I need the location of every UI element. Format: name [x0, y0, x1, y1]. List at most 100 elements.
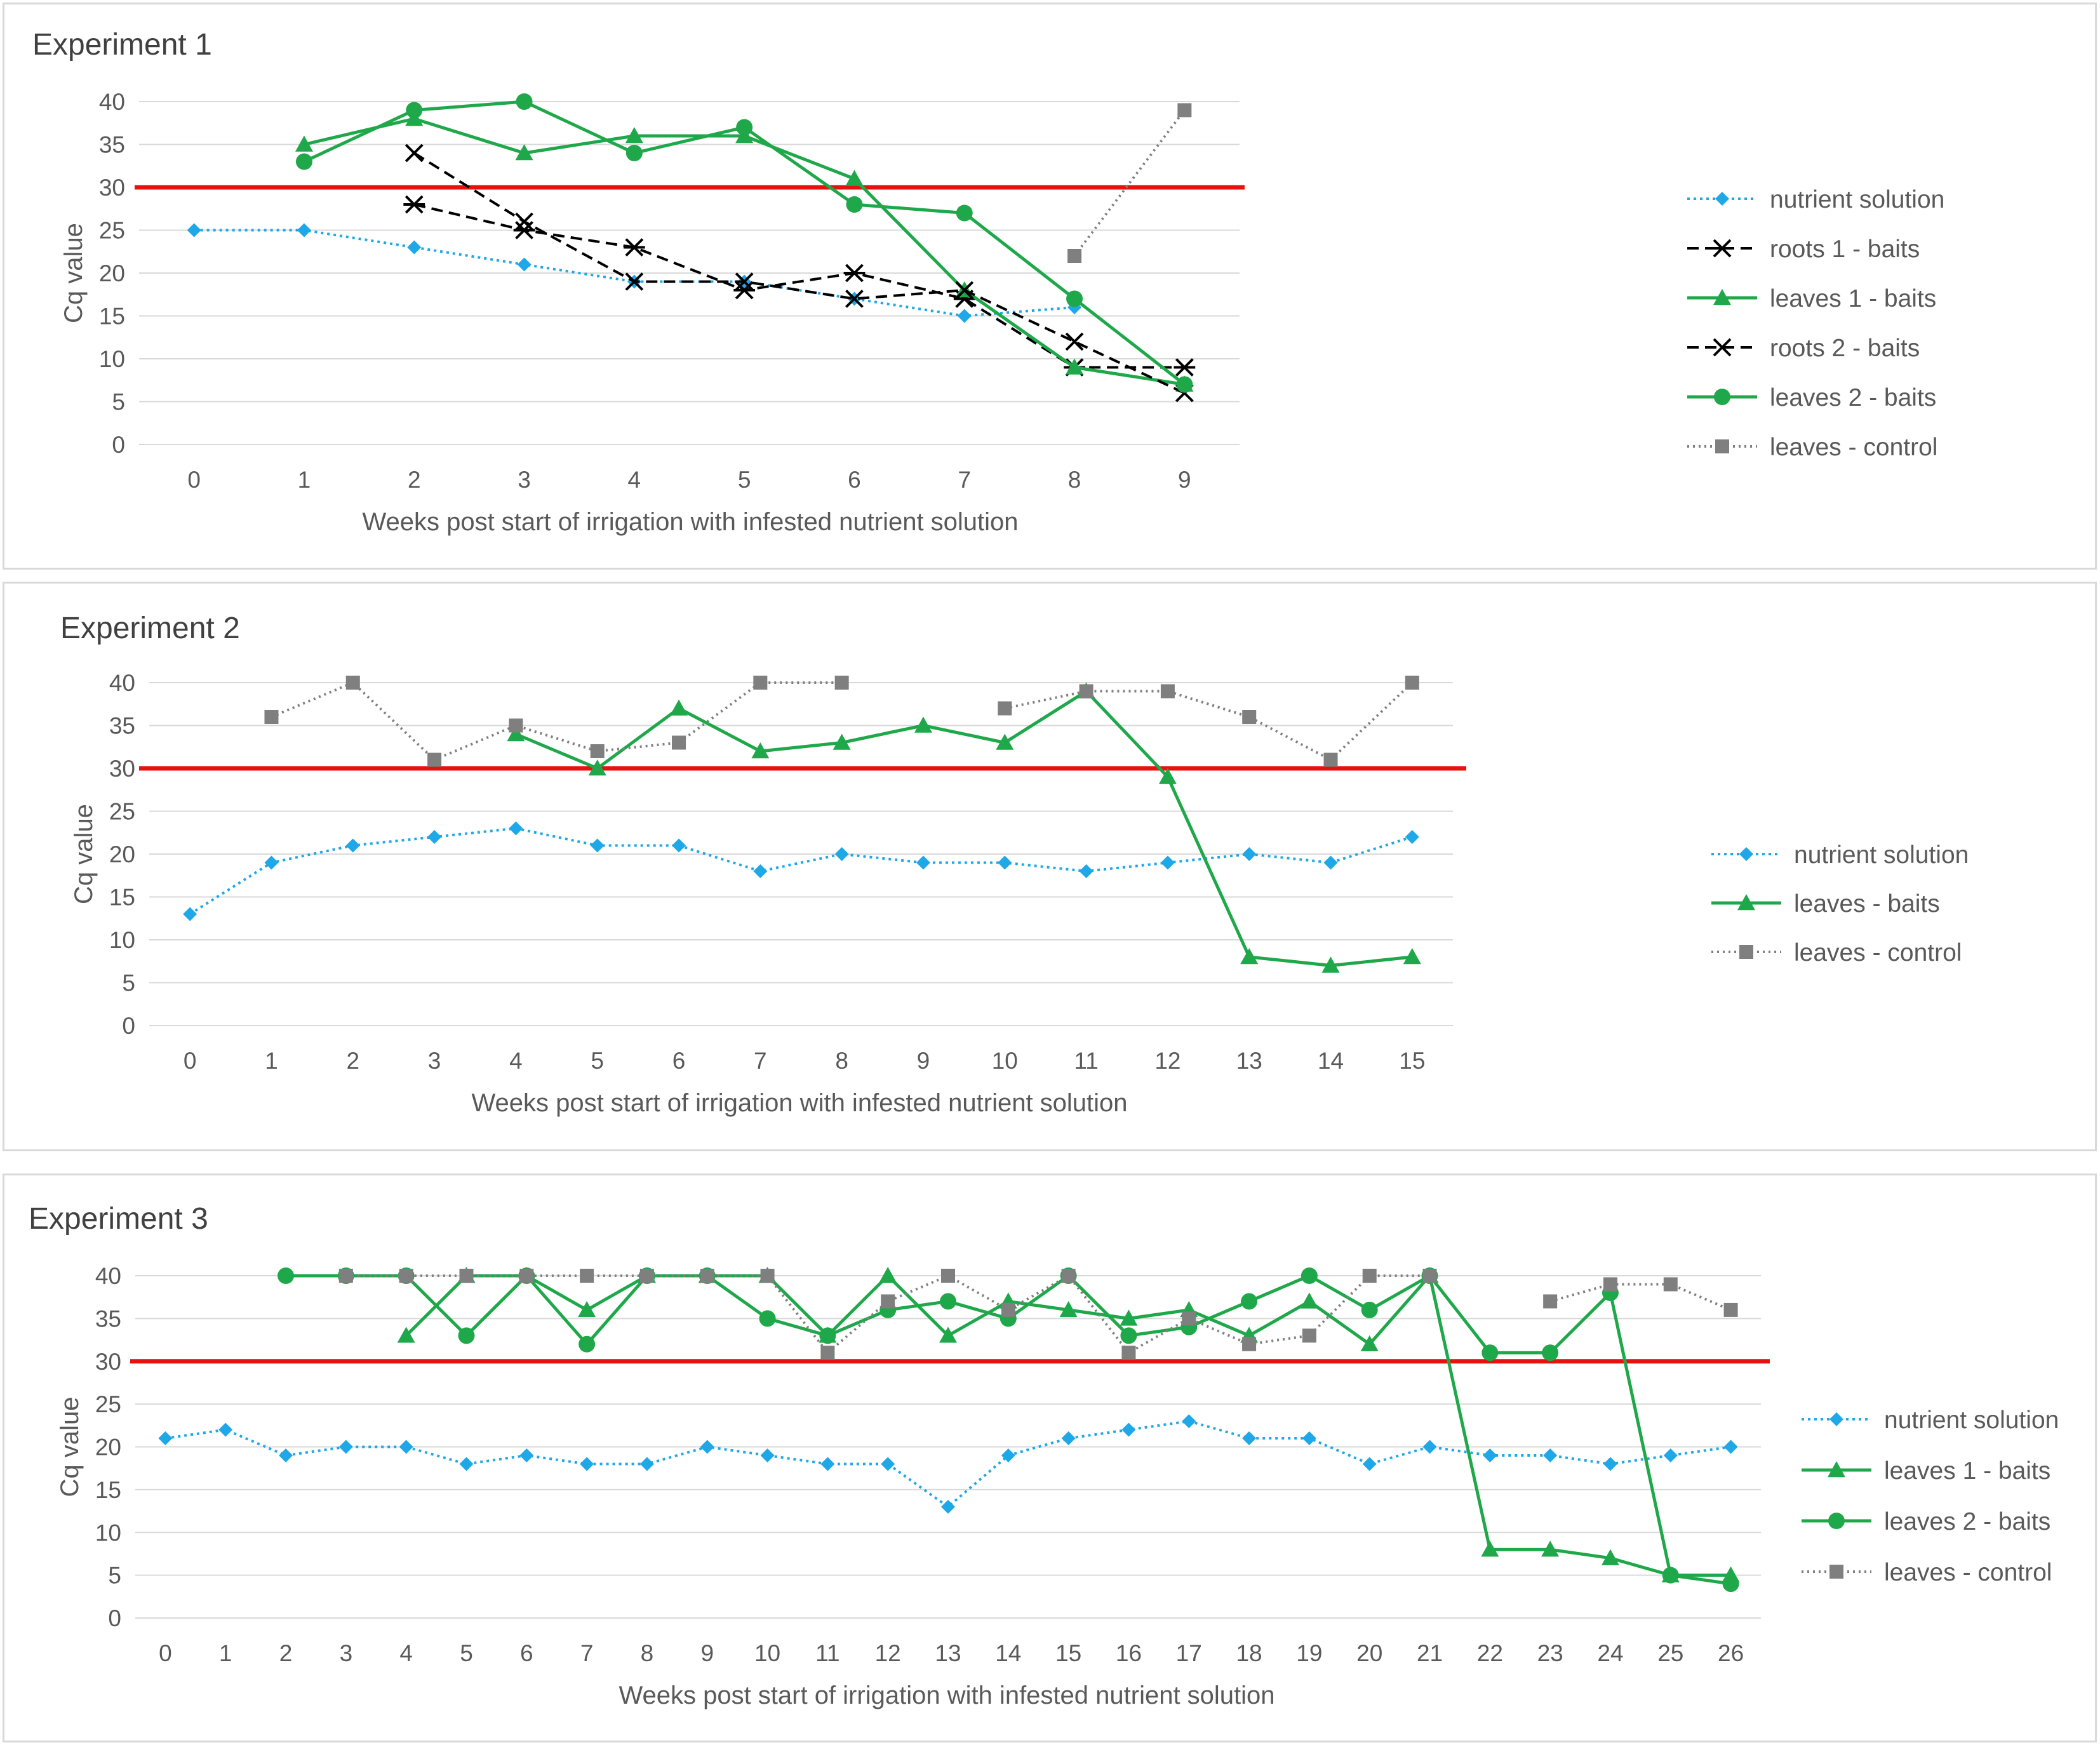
data-point: [820, 1346, 835, 1360]
x-tick-label: 3: [340, 1640, 353, 1666]
legend-label: leaves 1 - baits: [1770, 285, 1936, 312]
y-tick-label: 40: [95, 1263, 121, 1289]
legend-label: leaves - control: [1770, 434, 1937, 461]
legend-swatch-marker: [1713, 289, 1731, 305]
y-tick-label: 10: [99, 346, 125, 372]
y-tick-label: 25: [95, 1391, 121, 1417]
data-point: [1160, 855, 1175, 870]
legend-item: nutrient solution: [1802, 1407, 2059, 1434]
x-axis-label: Weeks post start of irrigation with infe…: [362, 508, 1018, 536]
x-tick-label: 8: [1068, 467, 1081, 493]
data-point: [519, 1448, 534, 1462]
data-point: [407, 240, 422, 255]
x-tick-label: 13: [1236, 1048, 1262, 1074]
data-point: [1061, 1269, 1076, 1283]
series-leavesTri: [507, 682, 1421, 973]
x-tick-label: 0: [187, 467, 201, 493]
data-point: [397, 1327, 415, 1343]
legend-label: leaves 2 - baits: [1884, 1508, 2050, 1535]
x-tick-label: 0: [184, 1048, 197, 1074]
x-tick-label: 9: [700, 1640, 714, 1666]
data-point: [639, 1269, 654, 1283]
series-line: [189, 827, 1413, 916]
y-tick-label: 25: [109, 799, 135, 825]
x-tick-label: 7: [754, 1048, 767, 1074]
x-axis-label: Weeks post start of irrigation with infe…: [619, 1681, 1274, 1709]
y-axis-label: Cq value: [70, 804, 98, 904]
x-tick-label: 6: [848, 467, 861, 493]
x-tick-label: 16: [1116, 1640, 1142, 1666]
x-tick-label: 21: [1417, 1640, 1443, 1666]
data-point: [1722, 1575, 1739, 1593]
y-tick-label: 5: [122, 970, 135, 996]
data-point: [403, 195, 425, 214]
data-point: [753, 864, 768, 878]
data-point: [1242, 1431, 1257, 1446]
x-axis-label: Weeks post start of irrigation with infe…: [471, 1089, 1127, 1117]
legend-item: leaves - control: [1711, 939, 1962, 966]
y-tick-label: 40: [109, 670, 135, 696]
y-tick-label: 5: [108, 1563, 121, 1589]
data-point: [846, 196, 863, 213]
experiment-3-panel: Experiment 3 0 5 10 15 20 25 30 35 40 0 1 2 3 4 5 6 7 8 9 10…: [3, 1173, 2097, 1742]
x-tick-label: 4: [628, 467, 641, 493]
data-point: [1603, 1277, 1617, 1292]
data-point: [735, 272, 754, 291]
data-point: [941, 1499, 955, 1514]
x-tick-label: 5: [460, 1640, 473, 1666]
legend-label: leaves - control: [1884, 1559, 2052, 1586]
data-point: [338, 1440, 353, 1454]
legend-item: leaves - control: [1687, 434, 1937, 461]
data-point: [941, 1269, 955, 1283]
legend-swatch-marker: [1828, 1461, 1845, 1478]
data-point: [819, 1327, 836, 1344]
data-point: [1240, 948, 1259, 965]
series-line: [1073, 109, 1186, 257]
data-point: [580, 1269, 594, 1283]
series-line: [413, 152, 1186, 394]
y-tick-label: 20: [99, 260, 125, 286]
data-point: [625, 272, 644, 291]
data-point: [1176, 376, 1193, 393]
data-point: [956, 204, 973, 222]
y-tick-label: 15: [99, 304, 125, 330]
data-point: [1158, 768, 1177, 784]
series-control: [264, 676, 1419, 767]
data-point: [295, 153, 312, 170]
legend-item: leaves 2 - baits: [1802, 1508, 2050, 1535]
legend-item: roots 1 - baits: [1687, 236, 1920, 263]
data-point: [509, 821, 523, 836]
data-point: [1242, 710, 1257, 724]
series-nutrient: [158, 1414, 1738, 1514]
legend-item: leaves 1 - baits: [1802, 1457, 2050, 1485]
y-tick-label: 30: [99, 175, 125, 201]
data-point: [1059, 1300, 1078, 1318]
data-point: [427, 830, 442, 844]
chart-title: Experiment 1: [32, 28, 212, 62]
x-tick-label: 22: [1477, 1640, 1503, 1666]
data-point: [158, 1431, 173, 1446]
data-point: [509, 718, 523, 733]
x-tick-label: 14: [1318, 1048, 1344, 1074]
data-point: [516, 93, 533, 110]
legend-swatch-marker: [1715, 439, 1729, 453]
data-point: [588, 759, 606, 776]
data-point: [1361, 1301, 1378, 1318]
x-tick-label: 5: [738, 467, 751, 493]
x-tick-label: 3: [428, 1048, 441, 1074]
data-point: [1160, 684, 1175, 699]
data-point: [427, 752, 442, 767]
y-tick-label: 15: [95, 1477, 121, 1503]
data-point: [278, 1267, 295, 1284]
data-point: [1182, 1414, 1196, 1429]
x-tick-label: 9: [1178, 467, 1191, 493]
legend-label: nutrient solution: [1794, 841, 1969, 869]
data-point: [1241, 1293, 1258, 1310]
data-point: [1121, 1346, 1136, 1360]
data-point: [517, 257, 532, 272]
data-point: [820, 1457, 835, 1471]
data-point: [760, 1269, 775, 1283]
data-point: [881, 1457, 895, 1471]
series-line: [405, 1274, 1731, 1577]
